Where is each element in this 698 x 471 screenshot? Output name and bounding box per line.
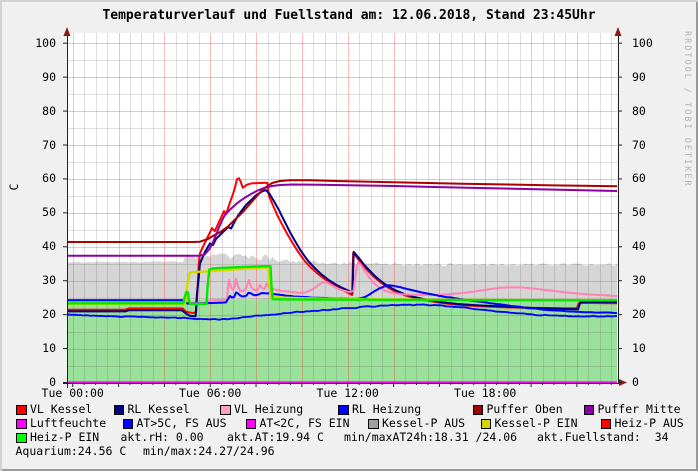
- x-axis-tick-label: Tue 06:00: [179, 386, 242, 400]
- legend-label: min/max:24.27/24.96: [143, 444, 275, 458]
- y-axis-tick-label-left: 40: [42, 239, 56, 254]
- legend-swatch-heiz-p-aus: [600, 418, 611, 429]
- legend-swatch-rl-kessel: [113, 404, 124, 415]
- y-axis-tick-label-right: 60: [632, 171, 646, 186]
- rrdtool-watermark: RRDTOOL / TOBI OETIKER: [682, 31, 692, 188]
- y-axis-tick-label-right: 50: [632, 205, 646, 220]
- legend-label: akt.rH: 0.00: [120, 430, 204, 444]
- legend-label: Kessel-P AUS: [382, 416, 466, 430]
- y-axis-tick-label-left: 50: [42, 205, 56, 220]
- y-axis-tick-label-right: 30: [632, 273, 646, 288]
- chart-title: Temperaturverlauf und Fuellstand am: 12.…: [102, 8, 596, 23]
- legend-label: RL Kessel: [127, 402, 190, 416]
- y-axis-tick-label-left: 70: [42, 137, 56, 152]
- legend-label: RL Heizung: [352, 402, 422, 416]
- y-axis-tick-label-left: 90: [42, 69, 56, 84]
- y-axis-tick-label-right: 100: [632, 35, 653, 50]
- y-axis-tick-label-left: 60: [42, 171, 56, 186]
- legend-swatch-vl-heizung: [220, 404, 231, 415]
- legend-label: Puffer Mitte: [597, 402, 681, 416]
- legend-label: Aquarium:24.56 C: [15, 444, 127, 458]
- y-axis-tick-label-right: 10: [632, 341, 646, 356]
- y-axis-tick-label-left: 20: [42, 307, 56, 322]
- y-axis-tick-label-right: 70: [632, 137, 646, 152]
- legend-label: Puffer Oben: [486, 402, 563, 416]
- y-axis-tick-label-left: 0: [49, 375, 56, 389]
- x-axis-tick-label: Tue 00:00: [41, 386, 104, 400]
- legend-label: Heiz-P EIN: [30, 430, 100, 444]
- legend-label: AT<2C, FS EIN: [259, 416, 350, 430]
- legend-swatch-puffer-oben: [472, 404, 483, 415]
- legend-swatch-vl-kessel: [16, 404, 27, 415]
- legend-swatch-heiz-p-ein: [16, 432, 27, 443]
- y-axis-tick-label-right: 40: [632, 239, 646, 254]
- legend-label: AT>5C, FS AUS: [136, 416, 227, 430]
- legend-label: akt.AT:19.94 C: [227, 430, 324, 444]
- y-axis-tick-label-left: 100: [35, 35, 56, 50]
- y-axis-tick-label-right: 80: [632, 103, 646, 118]
- y-axis-tick-label-right: 90: [632, 69, 646, 84]
- legend-label: akt.Fuellstand: 34: [537, 430, 669, 444]
- legend-label: Luftfeuchte: [30, 416, 107, 430]
- legend-label: Heiz-P AUS: [614, 416, 684, 430]
- legend-swatch-atlt2c-fs-ein: [245, 418, 256, 429]
- y-axis-tick-label-right: 0: [632, 375, 639, 389]
- legend-swatch-rl-heizung: [338, 404, 349, 415]
- legend-label: Kessel-P EIN: [494, 416, 578, 430]
- legend-label: min/maxAT24h:18.31 /24.06: [344, 430, 518, 444]
- y-axis-tick-label-left: 30: [42, 273, 56, 288]
- legend-label: VL Heizung: [234, 402, 304, 416]
- legend-swatch-puffer-mitte: [583, 404, 594, 415]
- y-axis-tick-label-right: 20: [632, 307, 646, 322]
- y-axis-tick-label-left: 10: [42, 341, 56, 356]
- legend-swatch-atgt5c-fs-aus: [122, 418, 133, 429]
- legend-swatch-kessel-p-aus: [368, 418, 379, 429]
- x-axis-tick-label: Tue 12:00: [316, 386, 379, 400]
- x-axis-tick-label: Tue 18:00: [454, 386, 517, 400]
- legend-swatch-kessel-p-ein: [480, 418, 491, 429]
- legend-swatch-luftfeuchte: [16, 418, 27, 429]
- legend-label: VL Kessel: [30, 402, 93, 416]
- y-axis-tick-label-left: 80: [42, 103, 56, 118]
